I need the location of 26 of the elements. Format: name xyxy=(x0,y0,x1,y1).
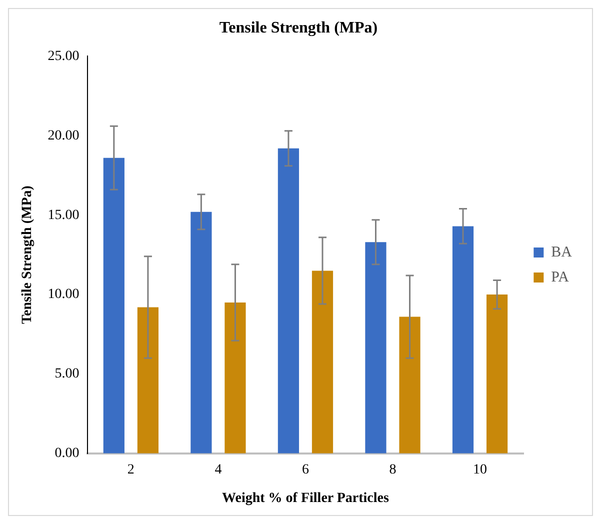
legend-label: BA xyxy=(551,244,572,260)
bar xyxy=(312,270,334,454)
bar xyxy=(452,226,474,454)
y-tick-label: 5.00 xyxy=(54,366,80,382)
x-tick-label: 2 xyxy=(127,462,134,478)
chart-title: Tensile Strength (MPa) xyxy=(219,20,378,37)
x-tick-label: 6 xyxy=(302,462,309,478)
y-tick-label: 0.00 xyxy=(54,446,80,462)
y-tick-label: 20.00 xyxy=(48,128,80,144)
bar xyxy=(486,294,508,454)
y-axis-title: Tensile Strength (MPa) xyxy=(20,185,36,324)
bar xyxy=(103,158,124,454)
bar xyxy=(224,302,246,454)
bar xyxy=(278,148,300,454)
bar xyxy=(399,316,420,454)
bar xyxy=(365,242,386,454)
x-tick-label: 4 xyxy=(214,462,222,478)
x-tick-label: 10 xyxy=(473,462,488,478)
y-tick-label: 25.00 xyxy=(48,48,80,64)
bar xyxy=(137,307,159,454)
bar xyxy=(190,212,212,454)
x-tick-label: 8 xyxy=(389,462,396,478)
legend-label: PA xyxy=(551,269,570,286)
x-axis-title: Weight % of Filler Particles xyxy=(222,491,390,506)
y-tick-label: 15.00 xyxy=(48,208,80,223)
y-tick-label: 10.00 xyxy=(48,287,80,302)
